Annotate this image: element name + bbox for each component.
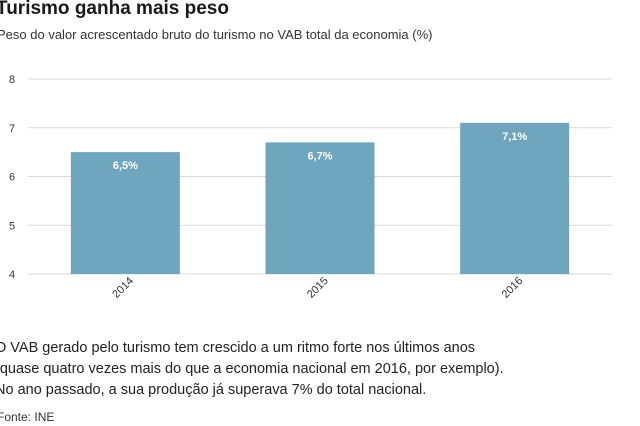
note-line: O VAB gerado pelo turismo tem crescido a… <box>0 340 476 356</box>
y-tick-label: 7 <box>9 123 15 135</box>
source-note: Fonte: INE <box>0 410 55 424</box>
data-label: 7,1% <box>502 131 527 143</box>
data-labels: 6,5% 6,7% 7,1% <box>113 131 528 172</box>
data-label: 6,7% <box>307 150 332 162</box>
x-tick-label: 2015 <box>305 275 331 301</box>
note-line: No ano passado, a sua produção já supera… <box>0 382 427 398</box>
bars <box>70 122 570 274</box>
x-tick-label: 2014 <box>110 275 136 301</box>
bar-2016 <box>460 122 570 274</box>
y-axis-ticks: 4 5 6 7 8 <box>9 74 15 281</box>
x-tick-label: 2016 <box>500 275 526 301</box>
data-label: 6,5% <box>113 160 138 172</box>
bar-2015 <box>265 142 375 274</box>
y-tick-label: 4 <box>9 269 15 281</box>
bar-2014 <box>70 152 180 274</box>
bar-chart: 6,5% 6,7% 7,1% 4 5 6 7 8 2014 2015 2016 <box>9 74 612 301</box>
y-tick-label: 8 <box>9 74 15 86</box>
note-line: (quase quatro vezes mais do que a econom… <box>0 361 504 377</box>
y-tick-label: 6 <box>9 172 15 184</box>
chart-title: Turismo ganha mais peso <box>0 0 229 19</box>
x-axis-ticks: 2014 2015 2016 <box>110 275 525 301</box>
y-tick-label: 5 <box>9 220 15 232</box>
chart-subtitle: Peso do valor acrescentado bruto do turi… <box>0 27 433 42</box>
explanatory-note: O VAB gerado pelo turismo tem crescido a… <box>0 338 504 401</box>
